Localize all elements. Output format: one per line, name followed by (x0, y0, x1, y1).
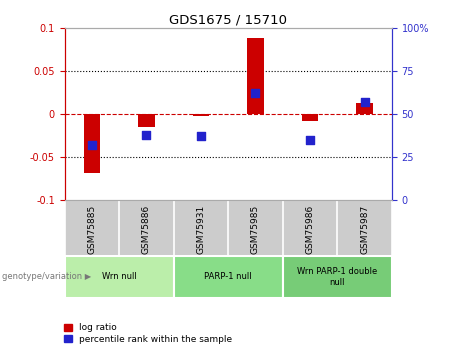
Text: GSM75986: GSM75986 (306, 205, 314, 254)
Text: GSM75885: GSM75885 (87, 205, 96, 254)
Point (252, 90, 259, 96)
Text: PARP-1 null: PARP-1 null (204, 272, 252, 282)
Point (88, 142, 95, 148)
Text: GSM75985: GSM75985 (251, 205, 260, 254)
Text: genotype/variation ▶: genotype/variation ▶ (2, 272, 92, 282)
Bar (174, 256, 283, 297)
Bar (283, 256, 392, 297)
Point (197, 134, 205, 139)
Text: GSM75886: GSM75886 (142, 205, 151, 254)
Bar (247, 38, 264, 114)
Title: GDS1675 / 15710: GDS1675 / 15710 (169, 13, 287, 27)
Text: GSM75931: GSM75931 (196, 205, 206, 254)
Bar (138, 114, 154, 127)
Point (306, 137, 313, 142)
Bar (65, 256, 174, 297)
Point (142, 132, 150, 137)
Text: Wrn PARP-1 double
null: Wrn PARP-1 double null (297, 267, 378, 287)
Bar (356, 103, 373, 114)
Text: GSM75987: GSM75987 (360, 205, 369, 254)
Bar (302, 114, 318, 121)
Legend: log ratio, percentile rank within the sample: log ratio, percentile rank within the sa… (65, 323, 232, 344)
Bar (193, 114, 209, 116)
Text: Wrn null: Wrn null (102, 272, 136, 282)
Point (361, 99, 368, 105)
Bar (83, 114, 100, 172)
